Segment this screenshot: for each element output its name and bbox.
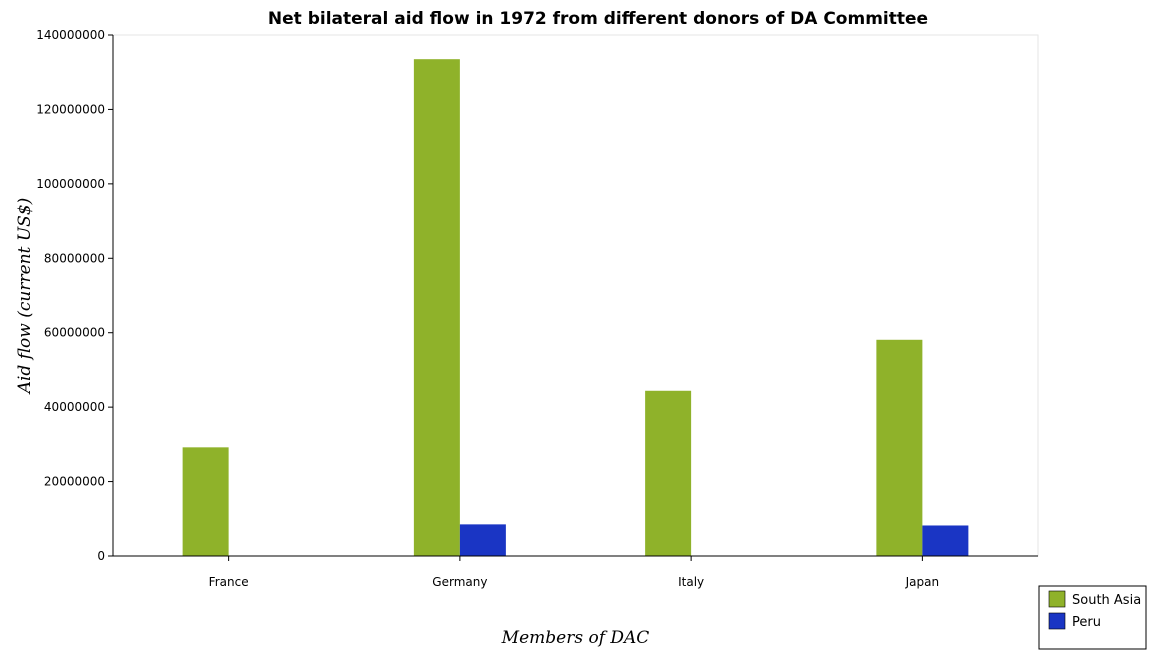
y-tick-label: 80000000 <box>44 251 105 265</box>
legend-swatch-peru <box>1048 612 1066 630</box>
x-tick-label: Japan <box>905 575 939 589</box>
x-tick-label: France <box>209 575 249 589</box>
legend-label-south-asia: South Asia <box>1072 593 1141 608</box>
legend: South Asia Peru <box>1038 585 1147 650</box>
chart-title: Net bilateral aid flow in 1972 from diff… <box>268 9 928 29</box>
legend-label-peru: Peru <box>1072 615 1101 630</box>
bars <box>182 59 969 557</box>
y-tick-label: 20000000 <box>44 475 105 489</box>
y-tick-label: 0 <box>97 549 105 563</box>
y-axis-label: Aid flow (current US$) <box>15 198 35 396</box>
x-tick-label: Italy <box>678 575 704 589</box>
legend-swatch-south-asia <box>1048 590 1066 608</box>
y-tick-label: 40000000 <box>44 400 105 414</box>
x-axis-label: Members of DAC <box>501 628 650 648</box>
bar-south-asia-germany <box>413 59 460 557</box>
y-tick-label: 100000000 <box>36 177 105 191</box>
bar-south-asia-italy <box>645 390 692 556</box>
y-tick-label: 60000000 <box>44 326 105 340</box>
x-tick-label: Germany <box>432 575 487 589</box>
bar-peru-japan <box>922 525 969 556</box>
bar-south-asia-japan <box>876 339 923 556</box>
axes: 0 20000000 40000000 60000000 80000000 1000000… <box>36 28 1038 589</box>
bar-peru-germany <box>459 524 506 556</box>
bar-south-asia-france <box>182 447 229 556</box>
y-tick-label: 120000000 <box>36 102 105 116</box>
y-tick-label: 140000000 <box>36 28 105 42</box>
